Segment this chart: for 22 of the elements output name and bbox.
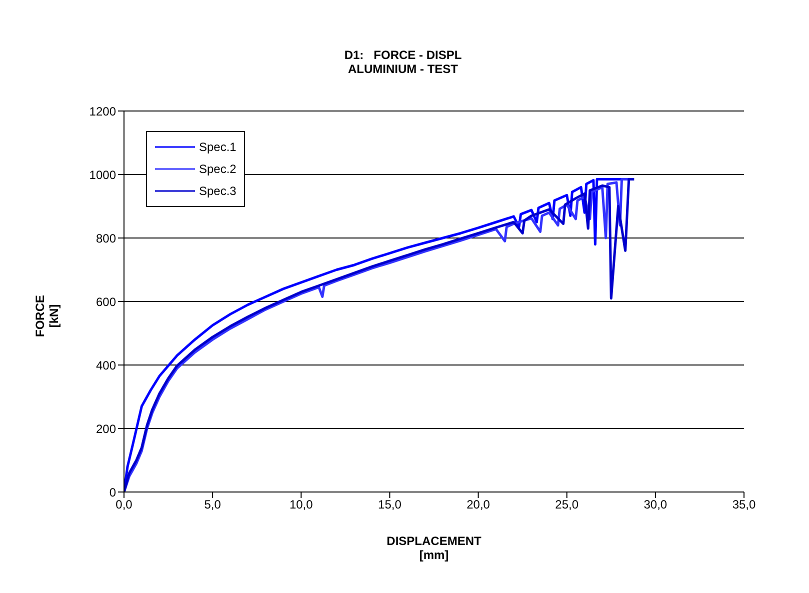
y-tick-label: 1000 <box>89 168 116 182</box>
y-axis-title: FORCE [kN] <box>33 294 61 339</box>
x-tick-label: 10,0 <box>289 498 314 512</box>
x-tick-label: 35,0 <box>732 498 756 512</box>
y-tick-label: 600 <box>96 294 116 309</box>
y-tick-label: 200 <box>96 422 116 436</box>
legend-label: Spec.1 <box>199 140 236 154</box>
x-tick-label: 5,0 <box>204 498 222 512</box>
y-tick-label: 1200 <box>89 104 116 118</box>
y-tick-label: 0 <box>109 485 116 500</box>
y-tick-label: 400 <box>96 358 116 372</box>
legend-label: Spec.3 <box>199 184 236 198</box>
x-tick-label: 20,0 <box>466 498 490 512</box>
x-tick-label: 30,0 <box>644 498 668 512</box>
x-tick-label: 15,0 <box>378 498 402 512</box>
legend-label: Spec.2 <box>199 162 236 176</box>
chart-title: D1: FORCE - DISPL <box>343 48 463 62</box>
chart-subtitle: ALUMINIUM - TEST <box>347 62 459 76</box>
y-tick-label: 800 <box>96 231 116 246</box>
x-tick-label: 0,0 <box>116 498 133 512</box>
x-axis-title: DISPLACEMENT [mm] <box>386 534 482 562</box>
x-tick-label: 25,0 <box>555 498 579 512</box>
